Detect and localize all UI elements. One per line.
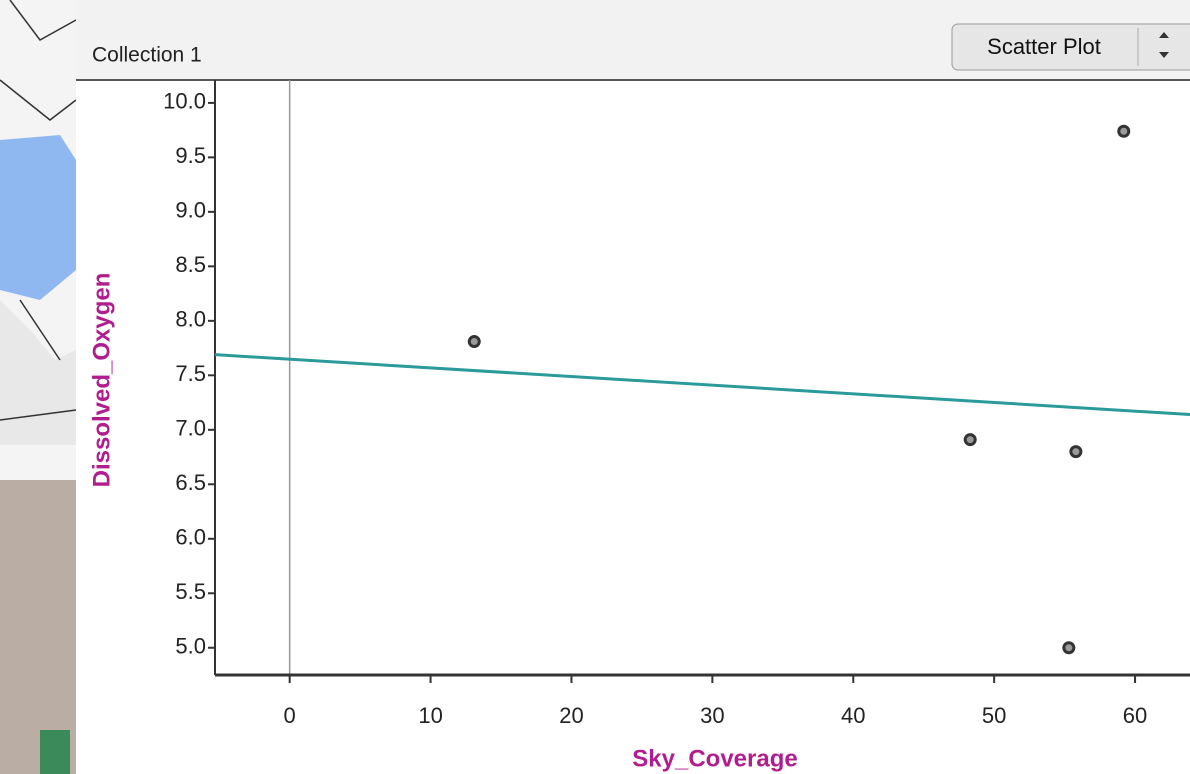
y-tick-label: 8.0 — [175, 307, 206, 332]
y-tick-label: 5.5 — [175, 579, 206, 604]
collection-title: Collection 1 — [92, 44, 202, 67]
y-tick-label: 7.0 — [175, 416, 206, 441]
y-axis-label: Dissolved_Oxygen — [88, 273, 115, 488]
x-tick-label: 30 — [700, 703, 724, 728]
x-tick-label: 40 — [841, 703, 865, 728]
y-tick-label: 8.5 — [175, 252, 206, 277]
y-tick-label: 10.0 — [163, 89, 206, 114]
x-axis-label: Sky_Coverage — [632, 745, 797, 772]
view-menu-label[interactable]: Scatter Plot — [987, 34, 1101, 59]
data-point — [1071, 447, 1081, 457]
page: Collection 1 Scatter Plot Dissolved_Oxyg… — [0, 0, 1190, 774]
x-tick-label: 0 — [284, 703, 296, 728]
y-tick-label: 9.0 — [175, 198, 206, 223]
background-panels — [0, 0, 76, 774]
y-tick-label: 6.5 — [175, 470, 206, 495]
x-tick-label: 20 — [559, 703, 583, 728]
y-tick-label: 7.5 — [175, 361, 206, 386]
data-point — [469, 337, 479, 347]
y-tick-label: 6.0 — [175, 525, 206, 550]
data-point — [1064, 643, 1074, 653]
x-tick-label: 10 — [418, 703, 442, 728]
plot-background — [76, 80, 1190, 774]
view-menu[interactable]: Scatter Plot — [952, 24, 1190, 70]
data-point — [965, 435, 975, 445]
x-tick-label: 50 — [982, 703, 1006, 728]
x-tick-label: 60 — [1123, 703, 1147, 728]
screen: Collection 1 Scatter Plot Dissolved_Oxyg… — [0, 0, 1190, 774]
y-tick-label: 9.5 — [175, 143, 206, 168]
y-tick-label: 5.0 — [175, 634, 206, 659]
data-point — [1119, 126, 1129, 136]
